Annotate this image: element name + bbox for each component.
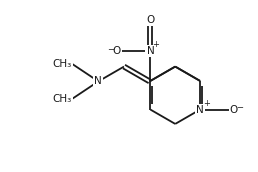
Text: N: N [147,46,154,56]
Text: CH₃: CH₃ [52,59,72,69]
Text: O: O [112,46,121,56]
Text: −: − [236,103,243,112]
Text: CH₃: CH₃ [52,94,72,104]
Text: +: + [152,40,159,49]
Text: N: N [196,105,204,115]
Text: N: N [94,76,102,86]
Text: +: + [203,99,210,108]
Text: O: O [230,105,238,115]
Text: −: − [107,45,114,54]
Text: O: O [146,15,155,25]
